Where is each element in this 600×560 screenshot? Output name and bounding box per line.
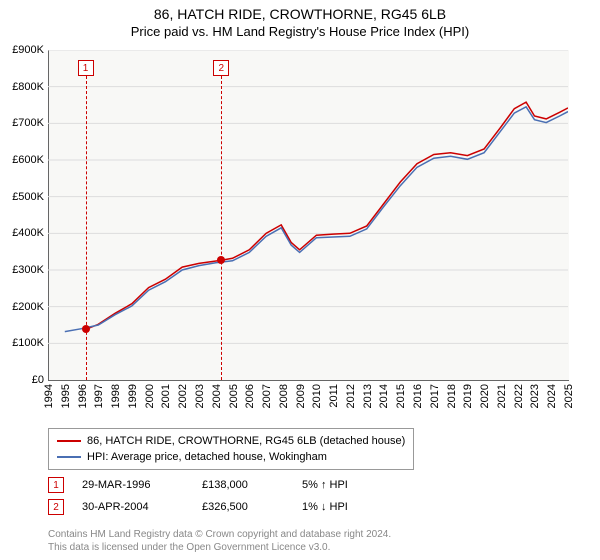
transaction-date: 30-APR-2004 bbox=[82, 501, 202, 513]
chart-container: 86, HATCH RIDE, CROWTHORNE, RG45 6LB Pri… bbox=[0, 0, 600, 560]
y-tick-label: £500K bbox=[12, 191, 44, 203]
y-tick-label: £900K bbox=[12, 44, 44, 56]
transaction-row: 1 29-MAR-1996 £138,000 5% ↑ HPI bbox=[48, 474, 402, 496]
x-tick-label: 2010 bbox=[311, 384, 323, 408]
x-tick-label: 1995 bbox=[60, 384, 72, 408]
legend-label: HPI: Average price, detached house, Woki… bbox=[87, 449, 327, 465]
y-tick-label: £700K bbox=[12, 117, 44, 129]
marker-dot bbox=[82, 325, 90, 333]
legend-item: 86, HATCH RIDE, CROWTHORNE, RG45 6LB (de… bbox=[57, 433, 405, 449]
x-tick-label: 2013 bbox=[362, 384, 374, 408]
x-tick-label: 2023 bbox=[529, 384, 541, 408]
transactions-table: 1 29-MAR-1996 £138,000 5% ↑ HPI 2 30-APR… bbox=[48, 474, 402, 518]
y-tick-label: £600K bbox=[12, 154, 44, 166]
legend: 86, HATCH RIDE, CROWTHORNE, RG45 6LB (de… bbox=[48, 428, 414, 470]
transaction-badge: 1 bbox=[48, 477, 64, 493]
x-tick-label: 1996 bbox=[77, 384, 89, 408]
transaction-row: 2 30-APR-2004 £326,500 1% ↓ HPI bbox=[48, 496, 402, 518]
chart-plot-area: £0£100K£200K£300K£400K£500K£600K£700K£80… bbox=[48, 50, 568, 380]
x-tick-label: 2009 bbox=[295, 384, 307, 408]
x-tick-label: 2012 bbox=[345, 384, 357, 408]
footer-line: Contains HM Land Registry data © Crown c… bbox=[48, 528, 391, 541]
marker-badge: 1 bbox=[78, 60, 94, 76]
legend-label: 86, HATCH RIDE, CROWTHORNE, RG45 6LB (de… bbox=[87, 433, 405, 449]
x-tick-label: 2000 bbox=[144, 384, 156, 408]
x-tick-label: 2005 bbox=[228, 384, 240, 408]
x-tick-label: 2019 bbox=[462, 384, 474, 408]
x-tick-label: 2022 bbox=[513, 384, 525, 408]
x-tick-label: 1994 bbox=[43, 384, 55, 408]
x-tick-label: 2020 bbox=[479, 384, 491, 408]
y-tick-label: £300K bbox=[12, 264, 44, 276]
x-tick-label: 1998 bbox=[110, 384, 122, 408]
legend-item: HPI: Average price, detached house, Woki… bbox=[57, 449, 405, 465]
marker-vline bbox=[86, 76, 87, 380]
transaction-price: £138,000 bbox=[202, 479, 302, 491]
transaction-delta: 1% ↓ HPI bbox=[302, 501, 402, 513]
x-tick-label: 2021 bbox=[496, 384, 508, 408]
chart-svg bbox=[48, 50, 568, 380]
x-tick-label: 2002 bbox=[177, 384, 189, 408]
chart-title: 86, HATCH RIDE, CROWTHORNE, RG45 6LB bbox=[0, 0, 600, 22]
marker-dot bbox=[217, 256, 225, 264]
x-tick-label: 2001 bbox=[160, 384, 172, 408]
x-tick-label: 2004 bbox=[211, 384, 223, 408]
transaction-date: 29-MAR-1996 bbox=[82, 479, 202, 491]
x-tick-label: 2015 bbox=[395, 384, 407, 408]
marker-vline bbox=[221, 76, 222, 380]
footer-line: This data is licensed under the Open Gov… bbox=[48, 541, 391, 554]
y-tick-label: £400K bbox=[12, 227, 44, 239]
x-tick-label: 2016 bbox=[412, 384, 424, 408]
y-tick-label: £200K bbox=[12, 301, 44, 313]
x-tick-label: 2018 bbox=[446, 384, 458, 408]
x-tick-label: 2006 bbox=[244, 384, 256, 408]
y-tick-label: £100K bbox=[12, 337, 44, 349]
legend-swatch bbox=[57, 440, 81, 442]
x-tick-label: 2024 bbox=[546, 384, 558, 408]
x-tick-label: 1999 bbox=[127, 384, 139, 408]
transaction-price: £326,500 bbox=[202, 501, 302, 513]
y-tick-label: £800K bbox=[12, 81, 44, 93]
legend-swatch bbox=[57, 456, 81, 458]
x-tick-label: 2017 bbox=[429, 384, 441, 408]
x-tick-label: 2014 bbox=[378, 384, 390, 408]
x-tick-label: 2025 bbox=[563, 384, 575, 408]
chart-subtitle: Price paid vs. HM Land Registry's House … bbox=[0, 22, 600, 39]
x-tick-label: 2008 bbox=[278, 384, 290, 408]
x-tick-label: 2003 bbox=[194, 384, 206, 408]
x-tick-label: 2011 bbox=[328, 384, 340, 408]
x-tick-label: 1997 bbox=[93, 384, 105, 408]
x-tick-label: 2007 bbox=[261, 384, 273, 408]
footer-attribution: Contains HM Land Registry data © Crown c… bbox=[48, 528, 391, 554]
transaction-delta: 5% ↑ HPI bbox=[302, 479, 402, 491]
marker-badge: 2 bbox=[213, 60, 229, 76]
transaction-badge: 2 bbox=[48, 499, 64, 515]
